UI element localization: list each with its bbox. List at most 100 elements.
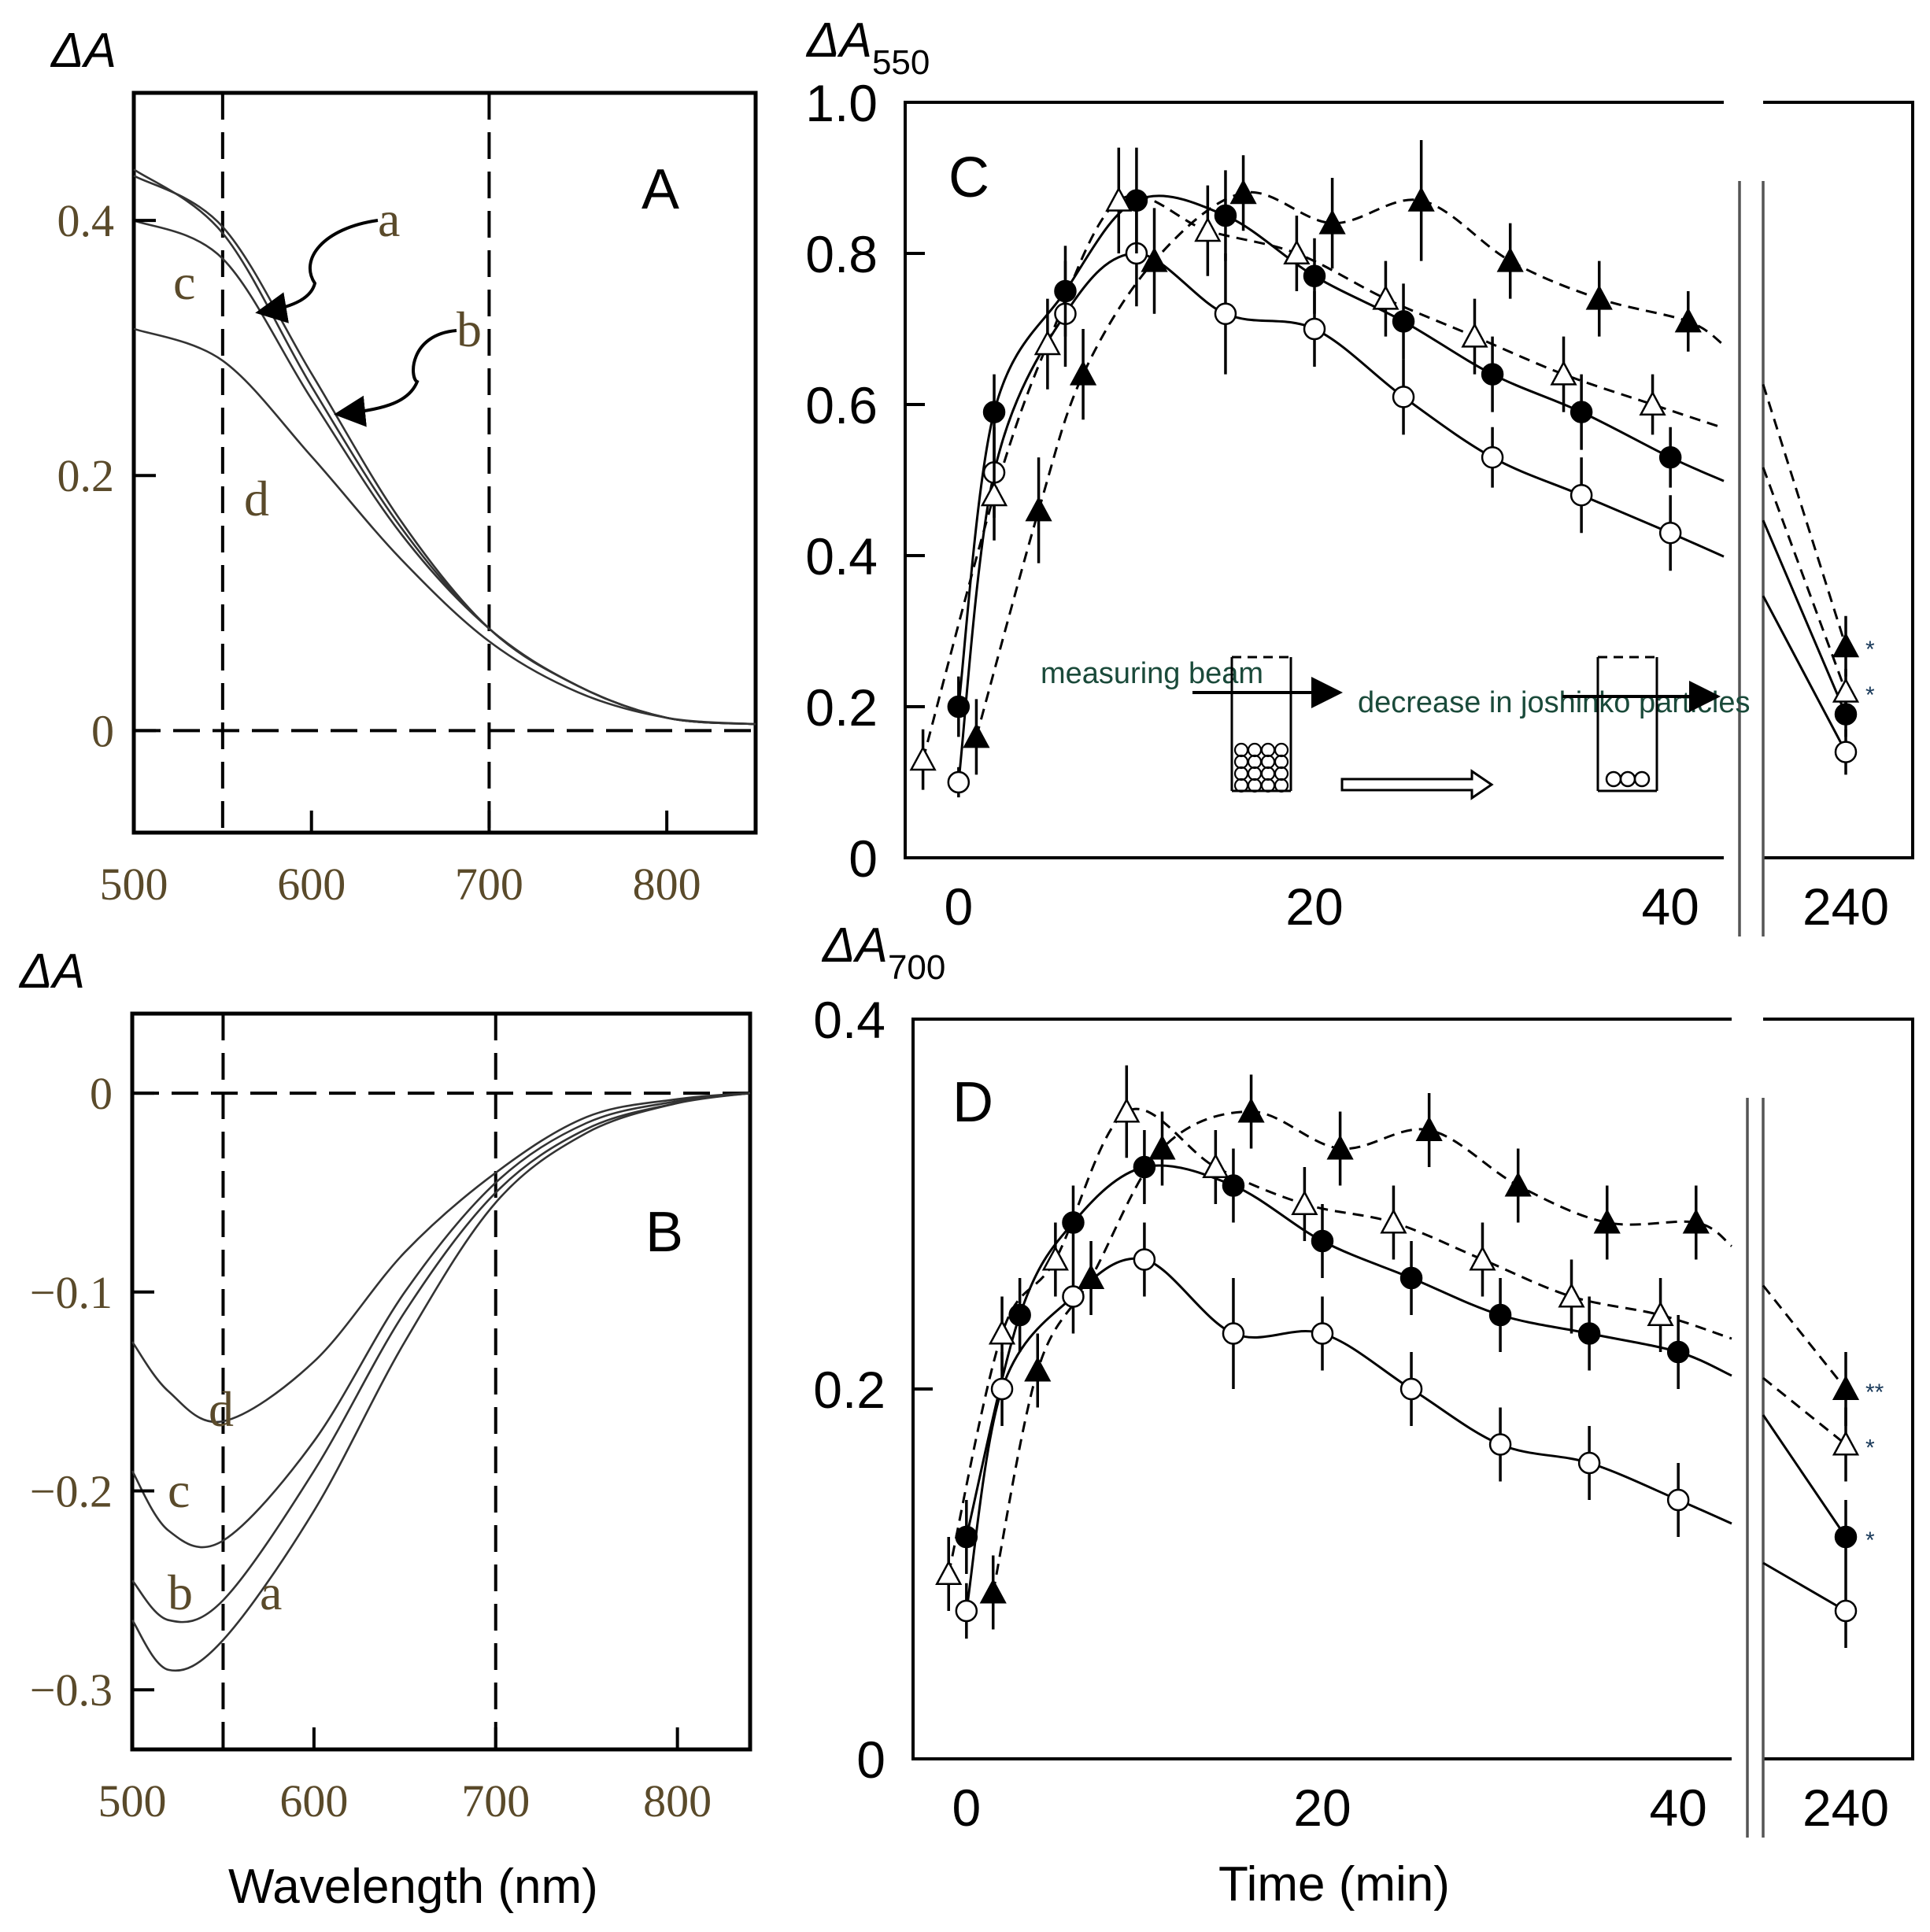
panel-c-point-triangle-filled <box>1229 179 1257 205</box>
panel-c-fit-tail-circle-open <box>1762 595 1847 753</box>
panel-b-xtick-label: 800 <box>643 1775 712 1827</box>
panel-d-point-triangle-open <box>935 1560 963 1585</box>
panel-d-point-circle-filled <box>1488 1303 1512 1327</box>
panel-d-point-circle-open <box>1133 1248 1156 1271</box>
panel-d-ytick-label: 0.2 <box>813 1361 886 1419</box>
panel-d-ytick-label: 0.4 <box>813 991 886 1049</box>
panel-b-frame <box>130 1011 752 1752</box>
inset-beam-text: measuring beam <box>1041 657 1263 690</box>
panel-d-point-circle-open <box>1311 1322 1334 1345</box>
panel-d-point-triangle-filled <box>1504 1171 1532 1197</box>
decrease-arrow-icon <box>1340 769 1494 800</box>
panel-c-point-triangle-open <box>1461 322 1488 348</box>
panel-a-ytick-label: 0.2 <box>57 450 115 501</box>
panel-c-point-triangle-filled <box>1069 360 1097 386</box>
panel-c-point-circle-open <box>1392 386 1415 408</box>
panel-d-fit-tail-circle-open <box>1762 1561 1847 1612</box>
panel-a-label: A <box>641 158 679 221</box>
panel-b-curve-b <box>131 1092 751 1624</box>
panel-c-point-triangle-open <box>1372 284 1399 310</box>
panel-d-frame-break <box>1763 1018 1914 1760</box>
panel-c-point-circle-open <box>947 770 971 794</box>
panel-c-fit-tail-circle-filled <box>1762 519 1847 715</box>
panel-b-xtick-label: 600 <box>279 1775 348 1827</box>
panel-b-xtick-label: 500 <box>98 1775 167 1827</box>
panel-a-curve-c <box>133 219 756 726</box>
particle <box>1233 742 1249 758</box>
panel-c-point-circle-filled <box>1392 310 1415 333</box>
panel-c-xtick-label: 0 <box>944 877 973 936</box>
panel-d-point-circle-open <box>1488 1433 1512 1456</box>
panel-d-point-triangle-open <box>1291 1190 1318 1215</box>
panel-c-ytick-label: 0.4 <box>805 527 878 586</box>
panel-b-curve-c <box>131 1092 751 1549</box>
panel-c-point-triangle-open <box>980 481 1008 507</box>
curve-label-b: b <box>457 301 482 357</box>
panel-d-point-circle-filled <box>955 1525 978 1549</box>
panel-d-xtick-label: 0 <box>952 1779 981 1837</box>
panel-d-point-triangle-filled <box>1077 1264 1105 1289</box>
panel-b-curve-a <box>131 1092 751 1672</box>
panel-c-xtick-label: 240 <box>1802 877 1889 936</box>
panel-c-point-circle-open <box>1834 741 1858 763</box>
panel-a-curve-b <box>133 168 756 726</box>
panel-d-point-circle-open <box>1577 1451 1601 1475</box>
particle <box>1233 754 1249 770</box>
panel-d-point-triangle-filled <box>1593 1208 1621 1234</box>
panel-c-point-circle-open <box>1214 302 1237 326</box>
panel-a-xtick-label: 800 <box>633 859 701 910</box>
panel-d-ytick-label: 0 <box>856 1731 886 1789</box>
panel-d-point-circle-filled <box>1008 1303 1031 1327</box>
x-axis-title-wavelength: Wavelength (nm) <box>228 1860 598 1914</box>
panel-d-point-triangle-open <box>1041 1245 1069 1271</box>
panel-a-chart: 500 600 700 800 0.4 0.2 0 ΔA A a b c d <box>50 24 758 910</box>
panel-d-significance-triangle-open: * <box>1865 1435 1875 1461</box>
panel-c-fit-circle-filled <box>957 194 1725 707</box>
panel-c-point-triangle-filled <box>963 722 990 748</box>
panel-c-point-triangle-open <box>909 745 937 771</box>
panel-c-significance-triangle-open: * <box>1865 682 1875 708</box>
panel-d-point-triangle-open <box>1380 1208 1407 1234</box>
particle <box>1619 770 1636 788</box>
panel-c-point-triangle-open <box>1194 216 1222 242</box>
panel-d-point-circle-filled <box>1577 1322 1601 1345</box>
cuvette-inset: measuring beam decrease in joshinko part… <box>1041 656 1751 800</box>
panel-d-point-circle-open <box>1222 1322 1245 1345</box>
panel-b-chart: 500 600 700 800 0 −0.1 −0.2 −0.3 ΔA B a b c d W… <box>18 944 752 1914</box>
panel-d-point-circle-open <box>955 1599 978 1623</box>
panel-d-point-circle-filled <box>1133 1155 1156 1179</box>
panel-d-point-circle-filled <box>1062 1211 1085 1234</box>
panel-d-point-triangle-open <box>1202 1153 1229 1178</box>
panel-c-ytick-label: 0.6 <box>805 376 878 434</box>
panel-d-point-triangle-filled <box>1326 1134 1354 1160</box>
panel-c-ylabel: ΔA550 <box>805 13 930 82</box>
curve-label-a-b: a <box>260 1564 282 1620</box>
panel-c-point-triangle-open <box>1283 239 1311 264</box>
panel-c-xtick-label: 40 <box>1641 877 1699 936</box>
panel-b-ytick-label: 0 <box>90 1068 113 1119</box>
panel-c-ytick-label: 1.0 <box>805 74 878 132</box>
inset-decrease-text: decrease in joshinko particles <box>1358 686 1751 719</box>
curve-label-d: d <box>244 471 269 526</box>
panel-d-point-triangle-open <box>1647 1301 1674 1326</box>
panel-c-point-circle-open <box>1658 521 1682 545</box>
panel-c-point-triangle-filled <box>1496 246 1524 272</box>
panel-d-chart: **** 0.40.200 20 40 240 ΔA700 D Time (min) <box>813 918 1914 1912</box>
panel-d-ylabel: ΔA700 <box>821 918 945 987</box>
panel-d-point-triangle-filled <box>1237 1097 1265 1123</box>
curve-a-pointer <box>255 219 379 323</box>
panel-d-point-circle-filled <box>1311 1229 1334 1253</box>
particle <box>1274 742 1289 758</box>
panel-d-xtick-label: 40 <box>1649 1779 1706 1837</box>
panel-d-point-triangle-filled <box>1148 1134 1176 1160</box>
curve-label-c: c <box>173 254 195 310</box>
panel-c-point-circle-open <box>1570 483 1593 507</box>
panel-d-point-triangle-filled <box>979 1578 1007 1604</box>
panel-c-frame-main <box>904 101 1724 859</box>
panel-c-point-triangle-filled <box>1674 307 1702 333</box>
panel-a-ytick-label: 0 <box>91 705 114 756</box>
panel-c-frame-break <box>1763 101 1914 859</box>
panel-c-point-circle-open <box>1303 317 1326 341</box>
curve-label-c-b: c <box>168 1462 190 1518</box>
